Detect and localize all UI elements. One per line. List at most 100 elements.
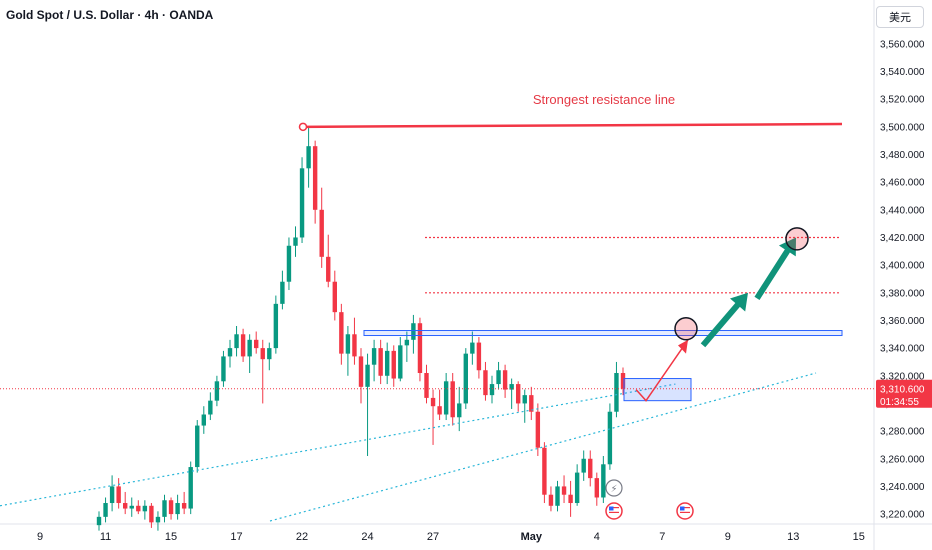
candle: [391, 345, 396, 387]
candle-body: [267, 348, 272, 360]
candle-body: [208, 400, 213, 415]
candle: [319, 187, 324, 268]
x-tick-label: 24: [361, 531, 373, 543]
candle-body: [371, 348, 377, 365]
candle-body: [149, 505, 154, 523]
candle: [568, 480, 573, 517]
candle: [273, 295, 279, 354]
y-tick-label: 3,480.000: [880, 150, 925, 161]
candle: [345, 325, 351, 376]
candle: [267, 342, 272, 371]
candle-body: [280, 281, 285, 304]
flag-stripe: [680, 514, 690, 516]
flag-canton: [680, 506, 685, 511]
y-tick-label: 3,420.000: [880, 233, 925, 244]
candle-body: [404, 339, 410, 346]
chart-title: Gold Spot / U.S. Dollar · 4h · OANDA: [6, 8, 214, 22]
candle-body: [188, 467, 193, 509]
candle: [522, 389, 527, 423]
drawings: Strongest resistance line ⚡: [0, 92, 874, 522]
candle: [574, 464, 580, 506]
candle: [365, 353, 370, 456]
currency-button[interactable]: 美元: [876, 6, 924, 28]
candle-body: [614, 373, 619, 412]
candle-body: [162, 500, 167, 517]
candle-body: [339, 312, 344, 354]
candle: [280, 270, 285, 310]
y-tick-label: 3,220.000: [880, 510, 925, 521]
candle: [214, 375, 220, 407]
candle-body: [234, 334, 239, 349]
candle: [227, 339, 233, 368]
x-tick-label: May: [521, 531, 543, 543]
candle: [247, 334, 252, 374]
candle: [378, 339, 383, 385]
y-tick-label: 3,240.000: [880, 482, 925, 493]
flag-stripe: [609, 507, 619, 509]
candle: [548, 486, 554, 512]
rising-trendline: [269, 372, 817, 522]
y-tick-label: 3,440.000: [880, 205, 925, 216]
flag-stripe: [609, 514, 619, 516]
resistance-line: [302, 122, 843, 129]
candle-body: [181, 503, 187, 509]
candle-body: [136, 505, 141, 512]
candle-body: [326, 256, 331, 282]
candle: [470, 331, 475, 365]
candle: [326, 234, 331, 288]
candle-body: [516, 384, 521, 404]
candle-body: [542, 447, 547, 495]
candle: [607, 403, 613, 470]
candle-body: [260, 348, 265, 360]
candle-body: [391, 350, 396, 379]
candle: [496, 361, 501, 390]
candle: [254, 331, 259, 354]
candle-body: [555, 486, 560, 506]
x-tick-label: 22: [296, 531, 308, 543]
candle-body: [496, 370, 501, 385]
x-tick-label: 11: [100, 531, 111, 543]
candle: [601, 455, 606, 504]
projected-arrowhead: [678, 339, 688, 354]
candle: [489, 375, 495, 404]
candle-body: [483, 370, 488, 396]
candle: [142, 500, 148, 520]
y-tick-label: 3,560.000: [880, 39, 925, 50]
candle-body: [142, 505, 148, 512]
candle: [430, 389, 436, 445]
candle: [123, 491, 128, 515]
y-tick-label: 3,500.000: [880, 122, 925, 133]
candle-body: [594, 478, 599, 498]
candle: [443, 373, 449, 421]
candle-body: [319, 209, 324, 257]
candle-body: [437, 406, 442, 415]
flag-stripe: [680, 507, 690, 509]
countdown-label: 01:34:55: [880, 397, 919, 408]
current-price-label: 3,310.600: [880, 384, 925, 395]
candle-body: [424, 373, 429, 398]
candle: [352, 317, 357, 365]
candle-body: [221, 356, 226, 382]
candle: [385, 342, 390, 385]
candle-body: [227, 348, 233, 357]
candle-body: [96, 516, 102, 526]
time-axis: 9 11 15 17 22 24 27 May 4 7 9 13 15: [37, 531, 865, 543]
candle-body: [195, 425, 200, 468]
green-arrow-1: [700, 292, 748, 348]
candle: [109, 475, 115, 512]
x-tick-label: 27: [427, 531, 439, 543]
y-tick-label: 3,380.000: [880, 288, 925, 299]
candle: [398, 337, 403, 382]
candle: [404, 331, 410, 362]
candle: [162, 494, 167, 523]
candle-body: [299, 168, 305, 238]
resistance-zone: [363, 330, 843, 337]
candle-body: [306, 146, 311, 169]
candle-body: [332, 281, 337, 313]
candle-body: [443, 381, 449, 415]
y-tick-label: 3,400.000: [880, 261, 925, 272]
candle-body: [273, 303, 279, 349]
candle: [129, 497, 134, 517]
candle: [312, 140, 318, 224]
